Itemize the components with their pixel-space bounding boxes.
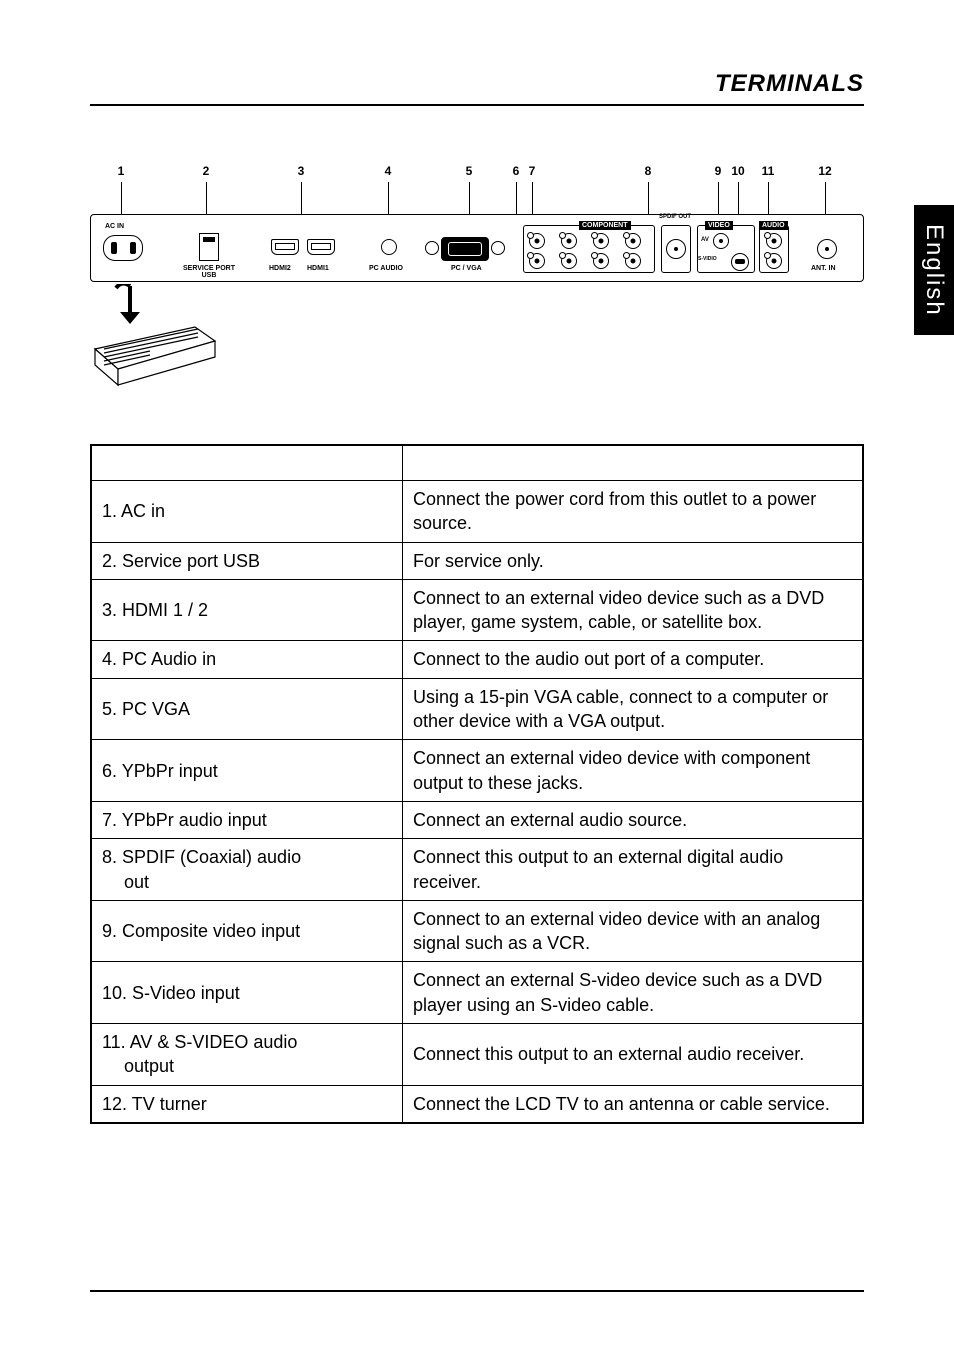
- desc-cell: For service only.: [403, 542, 864, 579]
- term-cell: 8. SPDIF (Coaxial) audioout: [91, 839, 403, 901]
- hdmi2-label: HDMI2: [269, 265, 291, 272]
- vga-screw-left-icon: [425, 241, 439, 255]
- hdmi2-port-icon: [271, 239, 299, 255]
- svideo-port-icon: [731, 253, 749, 271]
- term-cell: 2. Service port USB: [91, 542, 403, 579]
- ypbpr-pr-bottom-icon: [593, 253, 609, 269]
- table-row: 9. Composite video inputConnect to an ex…: [91, 900, 863, 962]
- ypbpr-audio-top-icon: [529, 233, 545, 249]
- diag-num-6: 6: [513, 164, 520, 178]
- table-row: 8. SPDIF (Coaxial) audiooutConnect this …: [91, 839, 863, 901]
- pc-vga-label: PC / VGA: [451, 265, 482, 272]
- vga-port-icon: [441, 237, 489, 261]
- spdif-label: SPDIF OUT: [659, 214, 691, 220]
- antenna-port-icon: [817, 239, 837, 259]
- ypbpr-y-icon: [561, 233, 577, 249]
- table-row: 5. PC VGAUsing a 15-pin VGA cable, conne…: [91, 678, 863, 740]
- diag-num-8: 8: [645, 164, 652, 178]
- term-cell: 1. AC in: [91, 481, 403, 543]
- ypbpr-audio-bottom-icon: [529, 253, 545, 269]
- ypbpr-extra-bottom-icon: [625, 253, 641, 269]
- audio-out-top-icon: [766, 233, 782, 249]
- port-cover-icon: [90, 319, 220, 399]
- diag-num-5: 5: [466, 164, 473, 178]
- ant-label: ANT. IN: [811, 265, 836, 272]
- hdmi1-label: HDMI1: [307, 265, 329, 272]
- svideo-label: S-VIDIO: [698, 257, 717, 262]
- av-port-icon: [713, 233, 729, 249]
- diag-num-10: 10: [731, 164, 744, 178]
- term-cell: 11. AV & S-VIDEO audiooutput: [91, 1024, 403, 1086]
- video-label: VIDEO: [705, 221, 733, 230]
- table-row: 6. YPbPr inputConnect an external video …: [91, 740, 863, 802]
- pc-audio-port-icon: [381, 239, 397, 255]
- term-cell: 12. TV turner: [91, 1085, 403, 1123]
- language-tab-label: English: [920, 224, 948, 317]
- desc-cell: Connect to an external video device with…: [403, 900, 864, 962]
- diag-num-1: 1: [118, 164, 125, 178]
- service-port-label: SERVICE PORT USB: [181, 265, 237, 279]
- component-label: COMPONENT: [579, 221, 631, 230]
- term-cell: 7. YPbPr audio input: [91, 801, 403, 838]
- page: TERMINALS English 1 2 3 4 5 6 7 8 9 10 1…: [0, 0, 954, 1352]
- table-row: 1. AC inConnect the power cord from this…: [91, 481, 863, 543]
- ac-in-label: AC IN: [105, 223, 124, 230]
- table-header-row: [91, 445, 863, 481]
- pc-audio-label: PC AUDIO: [369, 265, 403, 272]
- diagram-numbers: 1 2 3 4 5 6 7 8 9 10 11 12: [90, 164, 864, 184]
- ypbpr-extra-top-icon: [625, 233, 641, 249]
- table-row: 3. HDMI 1 / 2Connect to an external vide…: [91, 579, 863, 641]
- desc-cell: Connect an external S-video device such …: [403, 962, 864, 1024]
- table-row: 10. S-Video inputConnect an external S-v…: [91, 962, 863, 1024]
- vga-screw-right-icon: [491, 241, 505, 255]
- diag-num-3: 3: [298, 164, 305, 178]
- desc-cell: Connect an external audio source.: [403, 801, 864, 838]
- table-row: 4. PC Audio inConnect to the audio out p…: [91, 641, 863, 678]
- table-row: 7. YPbPr audio inputConnect an external …: [91, 801, 863, 838]
- desc-cell: Connect the power cord from this outlet …: [403, 481, 864, 543]
- term-cell: 3. HDMI 1 / 2: [91, 579, 403, 641]
- diag-num-7: 7: [529, 164, 536, 178]
- desc-cell: Connect the LCD TV to an antenna or cabl…: [403, 1085, 864, 1123]
- rear-panel: AC IN SERVICE PORT USB HDMI2 HDMI1 PC AU…: [90, 214, 864, 282]
- term-cell: 4. PC Audio in: [91, 641, 403, 678]
- diag-num-9: 9: [715, 164, 722, 178]
- desc-cell: Using a 15-pin VGA cable, connect to a c…: [403, 678, 864, 740]
- language-tab: English: [914, 205, 954, 335]
- term-cell: 6. YPbPr input: [91, 740, 403, 802]
- av-label: AV: [701, 237, 709, 243]
- table-row: 12. TV turnerConnect the LCD TV to an an…: [91, 1085, 863, 1123]
- desc-cell: Connect an external video device with co…: [403, 740, 864, 802]
- diag-num-12: 12: [818, 164, 831, 178]
- desc-cell: Connect to the audio out port of a compu…: [403, 641, 864, 678]
- table-row: 2. Service port USBFor service only.: [91, 542, 863, 579]
- footer-rule: [90, 1290, 864, 1292]
- table-row: 11. AV & S-VIDEO audiooutputConnect this…: [91, 1024, 863, 1086]
- terminals-table: 1. AC inConnect the power cord from this…: [90, 444, 864, 1124]
- hdmi1-port-icon: [307, 239, 335, 255]
- desc-cell: Connect this output to an external audio…: [403, 1024, 864, 1086]
- ypbpr-pb-icon: [561, 253, 577, 269]
- ac-in-port-icon: [103, 235, 143, 261]
- audio-out-bottom-icon: [766, 253, 782, 269]
- audio-label: AUDIO: [759, 221, 788, 230]
- page-title: TERMINALS: [90, 70, 864, 106]
- terminals-diagram: 1 2 3 4 5 6 7 8 9 10 11 12 AC IN: [90, 164, 864, 414]
- desc-cell: Connect to an external video device such…: [403, 579, 864, 641]
- ypbpr-pr-top-icon: [593, 233, 609, 249]
- term-cell: 10. S-Video input: [91, 962, 403, 1024]
- diag-num-4: 4: [385, 164, 392, 178]
- desc-cell: Connect this output to an external digit…: [403, 839, 864, 901]
- diag-num-2: 2: [203, 164, 210, 178]
- term-cell: 5. PC VGA: [91, 678, 403, 740]
- diag-num-11: 11: [762, 164, 775, 178]
- spdif-port-icon: [666, 239, 686, 259]
- usb-port-icon: [199, 233, 219, 261]
- term-cell: 9. Composite video input: [91, 900, 403, 962]
